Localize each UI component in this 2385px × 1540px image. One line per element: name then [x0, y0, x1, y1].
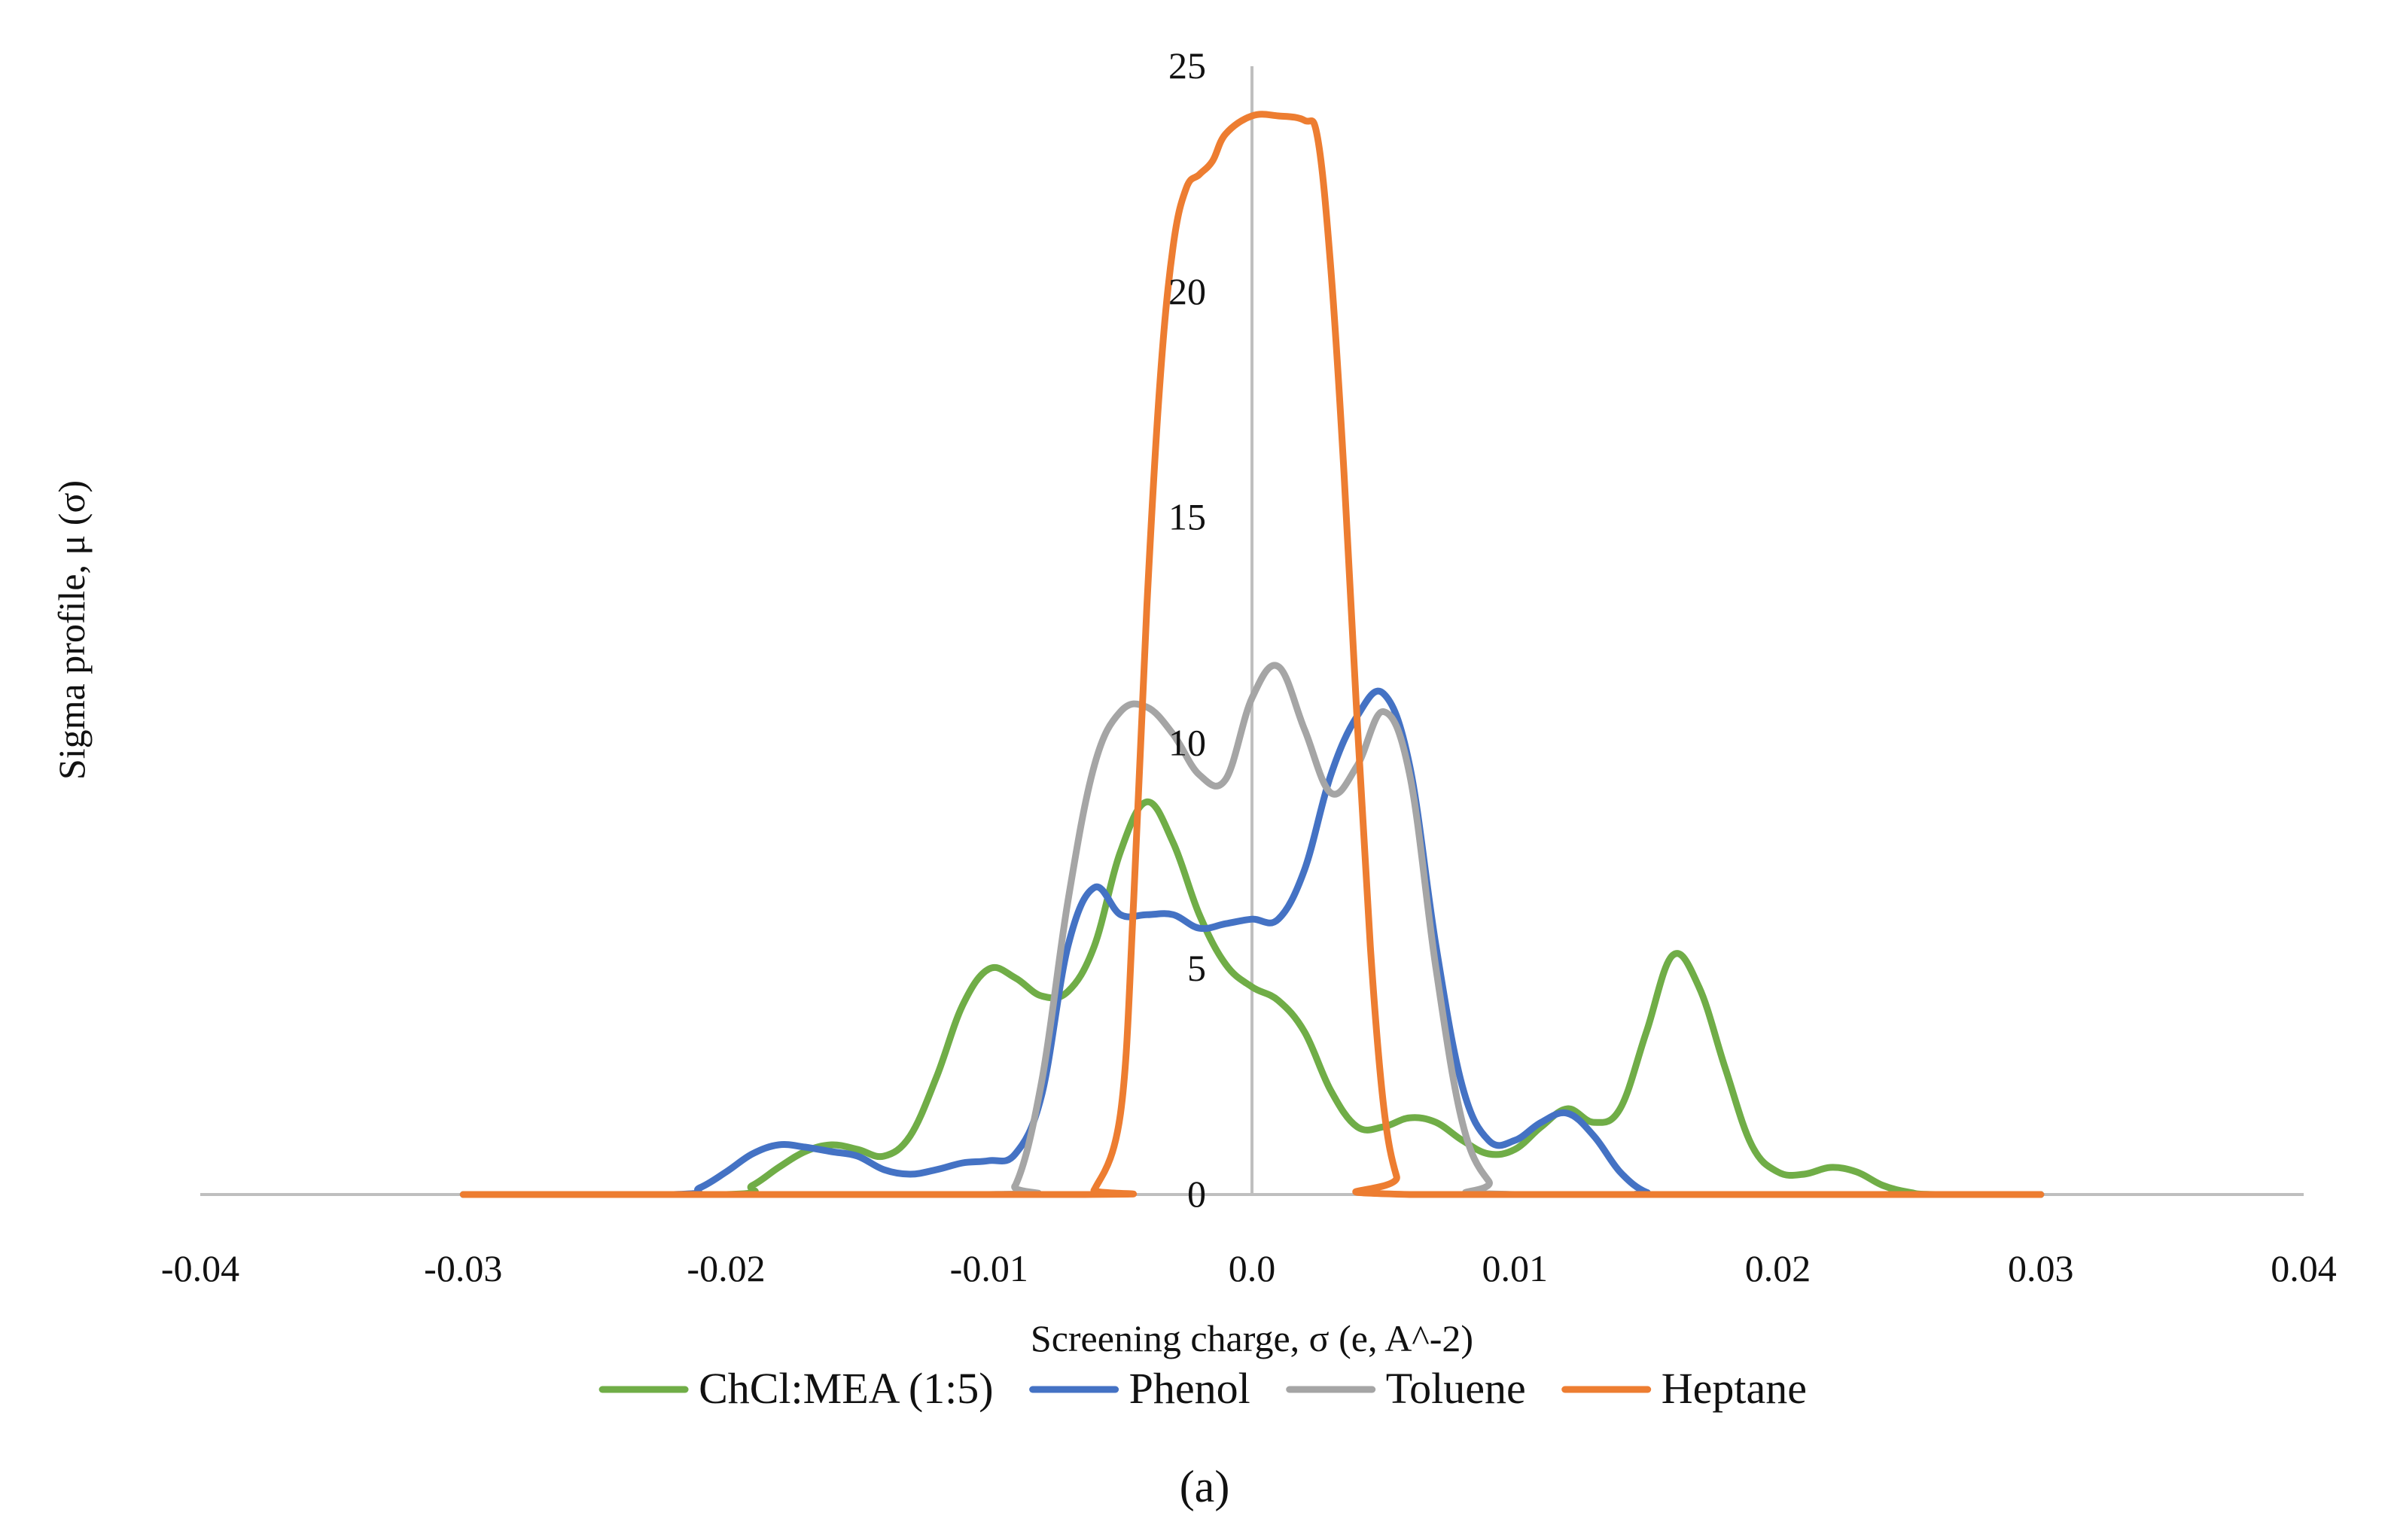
- series-group: [459, 111, 2045, 1198]
- x-tick-label: -0.04: [161, 1247, 239, 1289]
- y-tick-label: 5: [1187, 947, 1206, 989]
- series-line-phenol: [459, 687, 2045, 1198]
- series-line-heptane: [459, 111, 2045, 1198]
- legend-label-heptane: Heptane: [1662, 1364, 1807, 1413]
- y-tick-label: 15: [1168, 496, 1206, 538]
- y-axis-title: Sigma profile, μ (σ): [50, 480, 93, 780]
- series-line-toluene: [459, 662, 2045, 1198]
- series-line-chcl-mea-1-5: [459, 798, 2045, 1198]
- x-tick-label: 0.04: [2271, 1247, 2337, 1289]
- figure-caption: (a): [1180, 1462, 1230, 1511]
- x-axis-title: Screening charge, σ (e, A^-2): [1031, 1317, 1473, 1359]
- legend: ChCl:MEA (1:5) Phenol Toluene Heptane: [599, 1364, 1807, 1413]
- legend-label-chcl-mea-1-5: ChCl:MEA (1:5): [699, 1364, 994, 1413]
- y-tick-label: 0: [1187, 1173, 1206, 1215]
- x-tick-label: 0.02: [1745, 1247, 1811, 1289]
- legend-label-phenol: Phenol: [1129, 1364, 1250, 1413]
- y-tick-label: 20: [1168, 270, 1206, 312]
- x-tick-label: 0.01: [1482, 1247, 1549, 1289]
- x-tick-labels: -0.04 -0.03 -0.02 -0.01 0.0 0.01 0.02 0.03 0.04: [161, 1247, 2337, 1289]
- x-tick-label: -0.02: [687, 1247, 765, 1289]
- y-tick-label: 10: [1168, 721, 1206, 763]
- x-tick-label: -0.01: [950, 1247, 1028, 1289]
- x-tick-label: -0.03: [424, 1247, 502, 1289]
- y-tick-label: 25: [1168, 44, 1206, 87]
- x-tick-label: 0.0: [1229, 1247, 1276, 1289]
- x-tick-label: 0.03: [2008, 1247, 2074, 1289]
- legend-label-toluene: Toluene: [1386, 1364, 1526, 1413]
- y-tick-labels: 0 5 10 15 20 25: [1168, 44, 1206, 1215]
